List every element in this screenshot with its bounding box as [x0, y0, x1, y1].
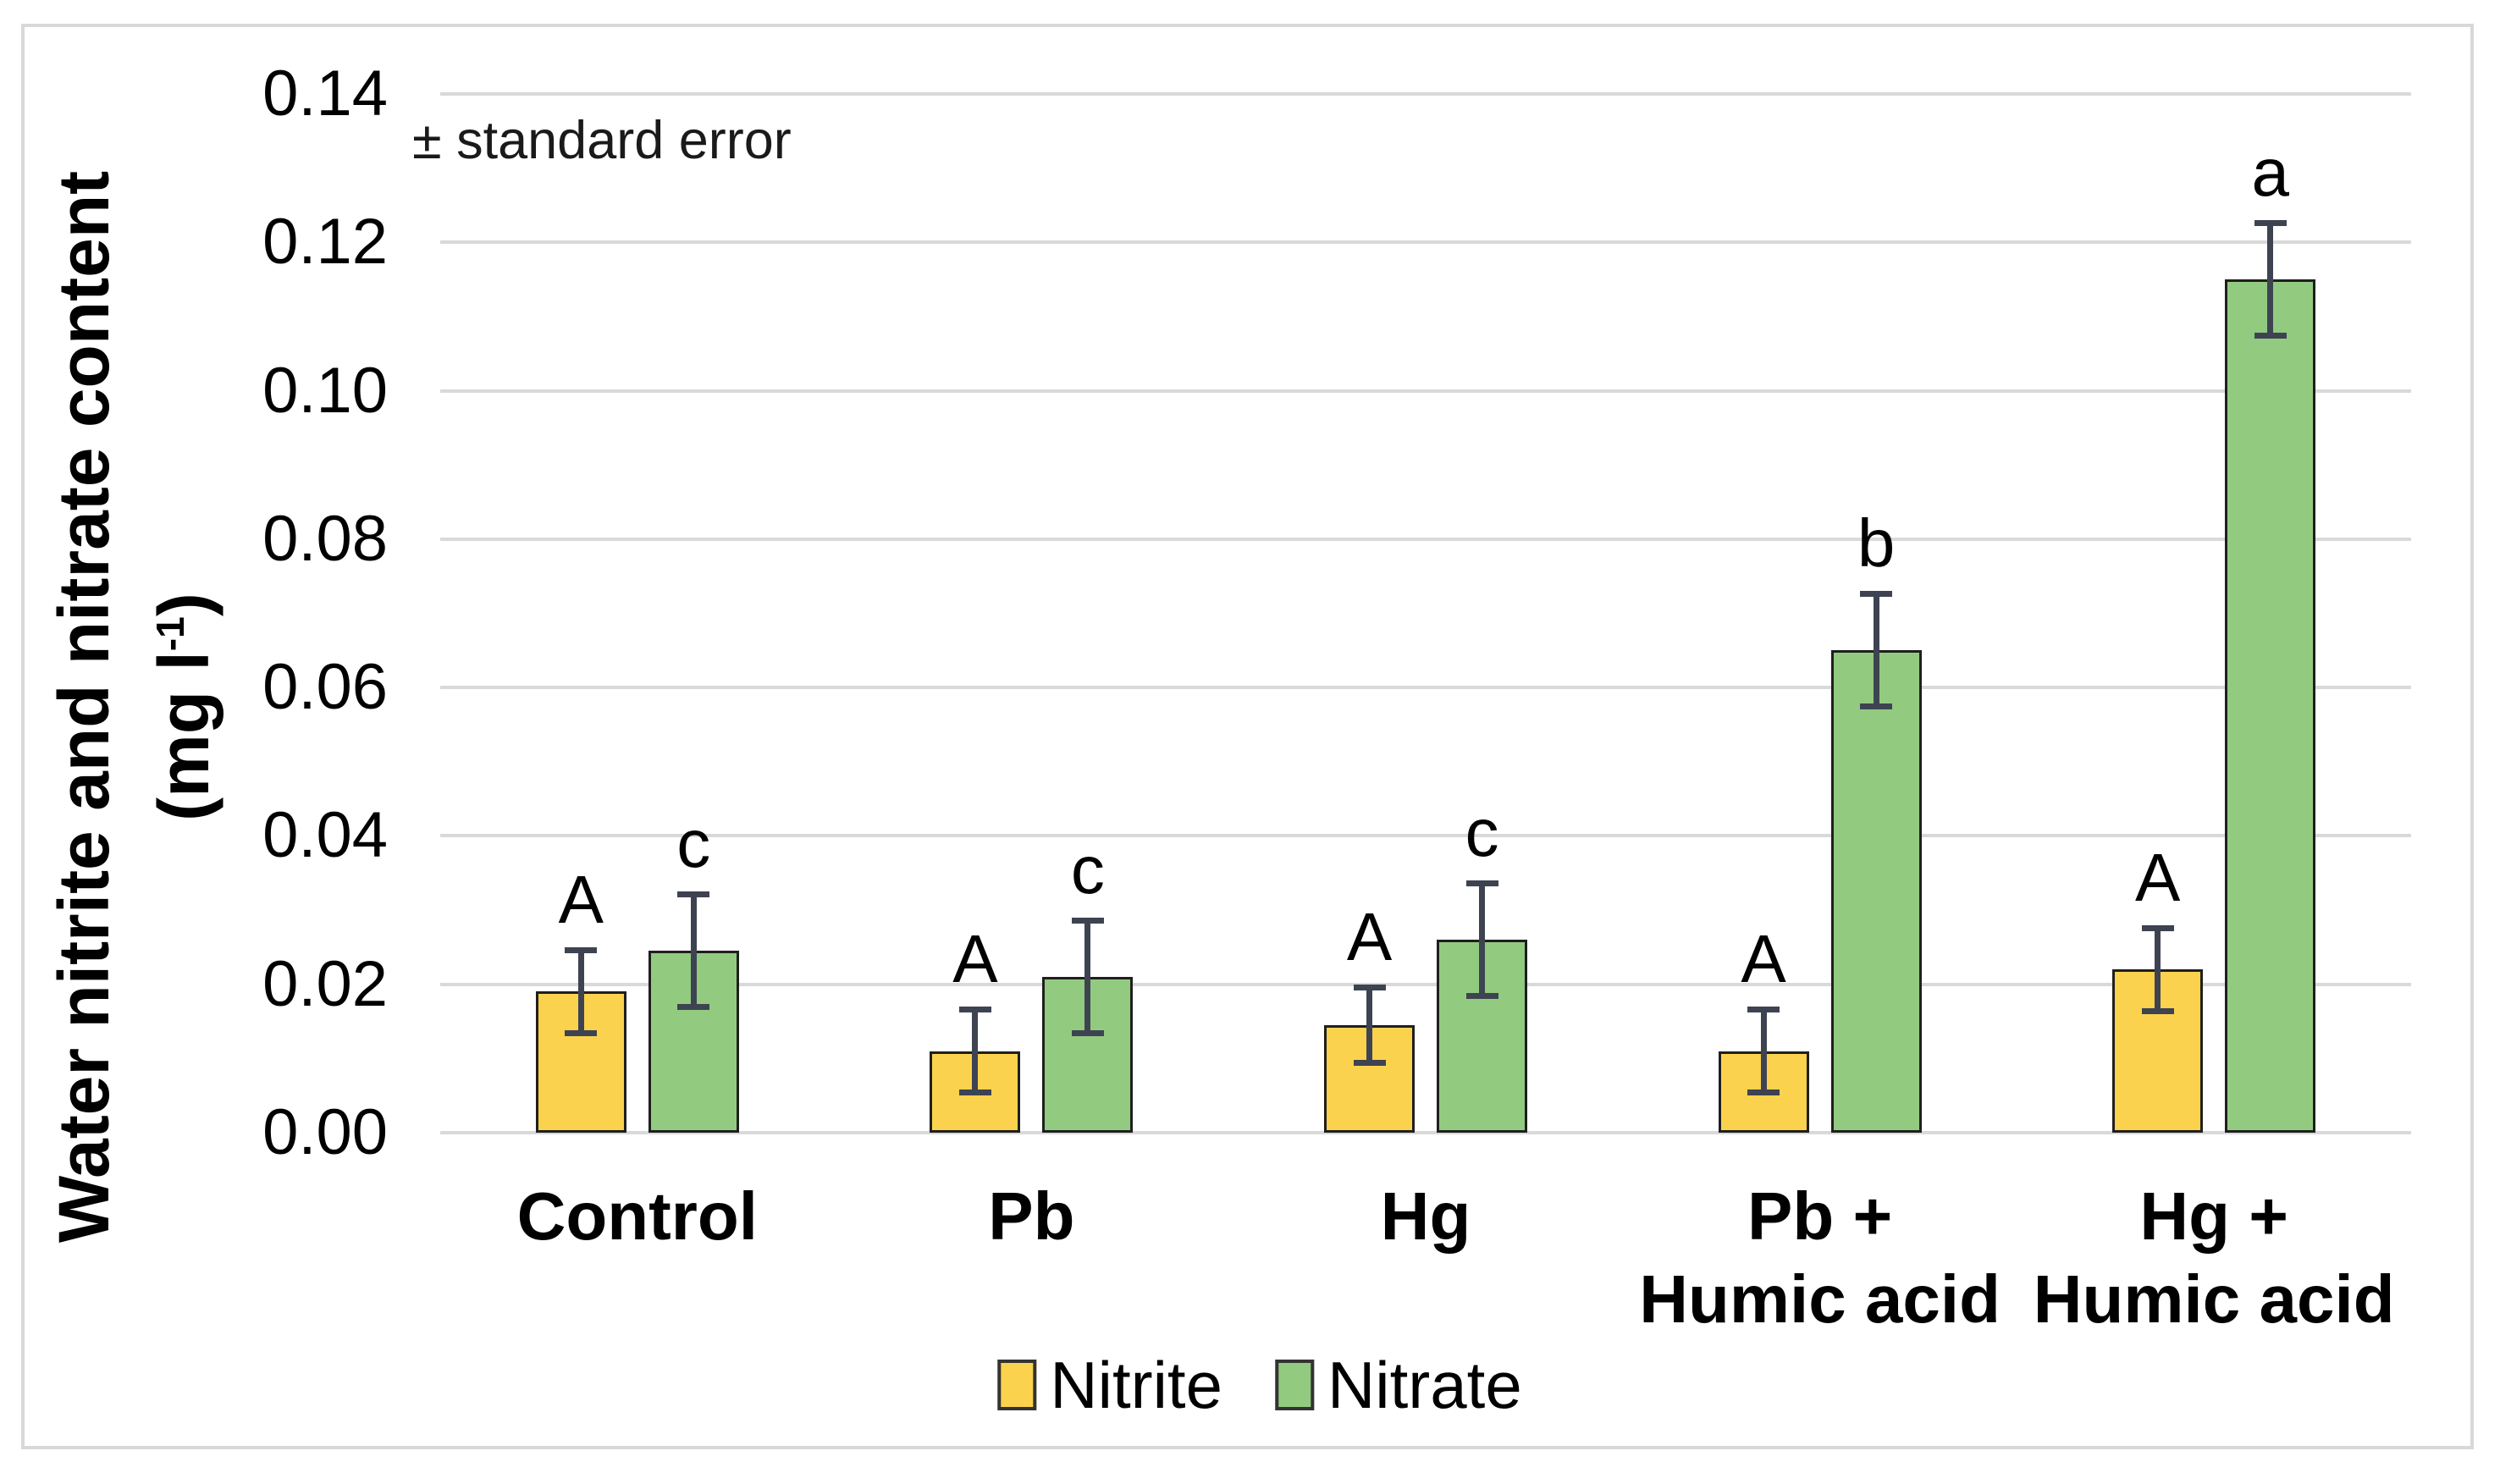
- error-cap-bottom-nitrite-2: [1353, 1060, 1386, 1067]
- error-bar-nitrate-2: [1479, 880, 1485, 1000]
- error-cap-bottom-nitrite-3: [1747, 1090, 1780, 1096]
- error-bar-nitrate-1: [1084, 917, 1091, 1037]
- y-tick-label-0.06: 0.06: [262, 651, 388, 724]
- significance-letter-nitrate-3: b: [1857, 505, 1896, 582]
- y-tick-label-0.00: 0.00: [262, 1096, 388, 1168]
- gridline-0.08: [440, 537, 2411, 541]
- gridline-0.10: [440, 389, 2411, 393]
- category-label-3: Pb + Humic acid: [1639, 1178, 2001, 1337]
- error-cap-bottom-nitrite-4: [2141, 1007, 2174, 1014]
- error-bar-nitrate-3: [1873, 591, 1879, 710]
- error-cap-top-nitrate-1: [1071, 917, 1104, 924]
- category-label-4: Hg + Humic acid: [2033, 1178, 2395, 1337]
- significance-letter-nitrite-2: A: [1346, 898, 1393, 974]
- unit-superscript: -1: [148, 616, 192, 652]
- error-bar-nitrite-3: [1760, 1007, 1767, 1096]
- error-cap-top-nitrate-0: [677, 891, 710, 898]
- error-cap-top-nitrite-4: [2141, 924, 2174, 931]
- error-cap-bottom-nitrite-1: [958, 1090, 991, 1096]
- error-cap-bottom-nitrate-0: [677, 1004, 710, 1011]
- gridline-0.14: [440, 92, 2411, 96]
- significance-letter-nitrite-4: A: [2135, 839, 2181, 915]
- y-axis-title-unit: (mg l-1): [144, 593, 224, 821]
- nitrate-swatch-icon: [1274, 1360, 1314, 1410]
- error-cap-bottom-nitrate-3: [1860, 703, 1893, 710]
- legend-item-nitrate: Nitrate: [1274, 1348, 1522, 1422]
- error-cap-bottom-nitrate-1: [1071, 1030, 1104, 1037]
- gridline-0.02: [440, 982, 2411, 986]
- significance-letter-nitrate-0: c: [676, 806, 711, 882]
- error-cap-top-nitrite-0: [565, 946, 598, 953]
- error-cap-bottom-nitrate-2: [1465, 993, 1498, 1000]
- y-tick-label-0.10: 0.10: [262, 354, 388, 427]
- significance-letter-nitrite-1: A: [952, 921, 998, 996]
- gridline-0.00: [440, 1131, 2411, 1134]
- bar-nitrate-3: [1830, 650, 1922, 1133]
- error-cap-top-nitrite-1: [958, 1007, 991, 1012]
- significance-letter-nitrite-0: A: [558, 861, 604, 937]
- error-bar-nitrite-1: [972, 1007, 979, 1096]
- y-axis-title-line1: Water nitrite and nitrate content: [44, 170, 124, 1244]
- legend-label-nitrite: Nitrite: [1050, 1348, 1222, 1422]
- gridline-0.06: [440, 686, 2411, 690]
- y-axis-title: Water nitrite and nitrate content (mg l-…: [41, 72, 227, 1342]
- y-tick-label-0.14: 0.14: [262, 58, 388, 130]
- significance-letter-nitrate-4: a: [2251, 134, 2289, 210]
- error-cap-top-nitrite-3: [1747, 1007, 1780, 1012]
- gridline-0.04: [440, 834, 2411, 838]
- significance-letter-nitrate-2: c: [1465, 795, 1499, 870]
- nitrite-swatch-icon: [997, 1360, 1037, 1410]
- legend-item-nitrite: Nitrite: [997, 1349, 1222, 1421]
- legend-label-nitrate: Nitrate: [1327, 1348, 1522, 1422]
- y-tick-label-0.12: 0.12: [262, 206, 388, 279]
- category-label-2: Hg: [1380, 1178, 1471, 1254]
- category-label-0: Control: [516, 1178, 758, 1254]
- y-tick-label-0.04: 0.04: [262, 799, 388, 872]
- y-tick-label-0.02: 0.02: [262, 947, 388, 1020]
- legend: Nitrite Nitrate: [997, 1348, 1522, 1422]
- error-cap-bottom-nitrate-4: [2254, 333, 2287, 339]
- error-cap-top-nitrate-2: [1465, 880, 1498, 886]
- gridline-0.12: [440, 240, 2411, 245]
- error-cap-bottom-nitrite-0: [565, 1030, 598, 1037]
- error-bar-nitrite-0: [577, 946, 584, 1037]
- category-label-1: Pb: [988, 1178, 1075, 1254]
- error-bar-nitrite-2: [1366, 984, 1372, 1067]
- y-tick-label-0.08: 0.08: [262, 502, 388, 575]
- error-cap-top-nitrite-2: [1353, 984, 1386, 990]
- significance-letter-nitrite-3: A: [1741, 921, 1786, 996]
- standard-error-annotation: ± standard error: [412, 111, 792, 170]
- significance-letter-nitrate-1: c: [1070, 831, 1105, 908]
- error-bar-nitrite-4: [2155, 924, 2161, 1014]
- error-bar-nitrate-4: [2267, 219, 2274, 339]
- error-bar-nitrate-0: [690, 891, 697, 1011]
- figure-border: [21, 24, 2474, 1449]
- bar-nitrate-4: [2225, 279, 2316, 1133]
- error-cap-top-nitrate-3: [1860, 591, 1893, 598]
- bar-nitrate-2: [1437, 940, 1527, 1133]
- error-cap-top-nitrate-4: [2254, 219, 2287, 226]
